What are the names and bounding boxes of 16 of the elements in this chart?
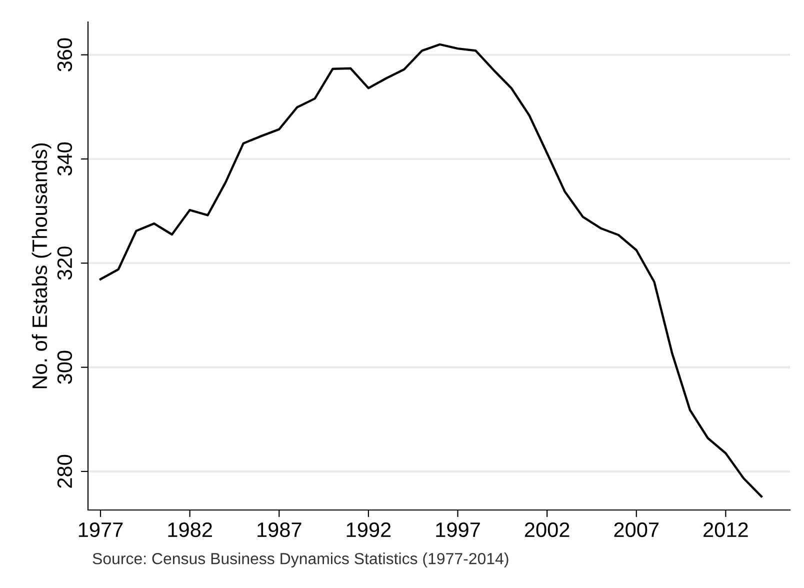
source-note: Source: Census Business Dynamics Statistics (1977-2014) <box>92 552 508 568</box>
x-tick-label: 1987 <box>258 522 302 538</box>
y-tick-label: 320 <box>57 246 72 280</box>
x-tick-label: 2012 <box>704 522 748 538</box>
x-tick-label: 1997 <box>436 522 480 538</box>
y-tick-label: 280 <box>57 454 72 488</box>
x-tick-label: 1992 <box>346 522 391 538</box>
y-axis-title: No. of Estabs (Thousands) <box>32 143 52 388</box>
x-tick-label: 1977 <box>78 522 123 538</box>
line-series <box>99 43 763 498</box>
x-tick-label: 1982 <box>168 522 212 538</box>
x-tick-label: 2002 <box>524 522 570 538</box>
y-tick-label: 300 <box>57 350 72 384</box>
y-tick-label: 360 <box>57 38 72 72</box>
y-tick-label: 340 <box>57 142 72 176</box>
x-tick-label: 2007 <box>614 522 659 538</box>
